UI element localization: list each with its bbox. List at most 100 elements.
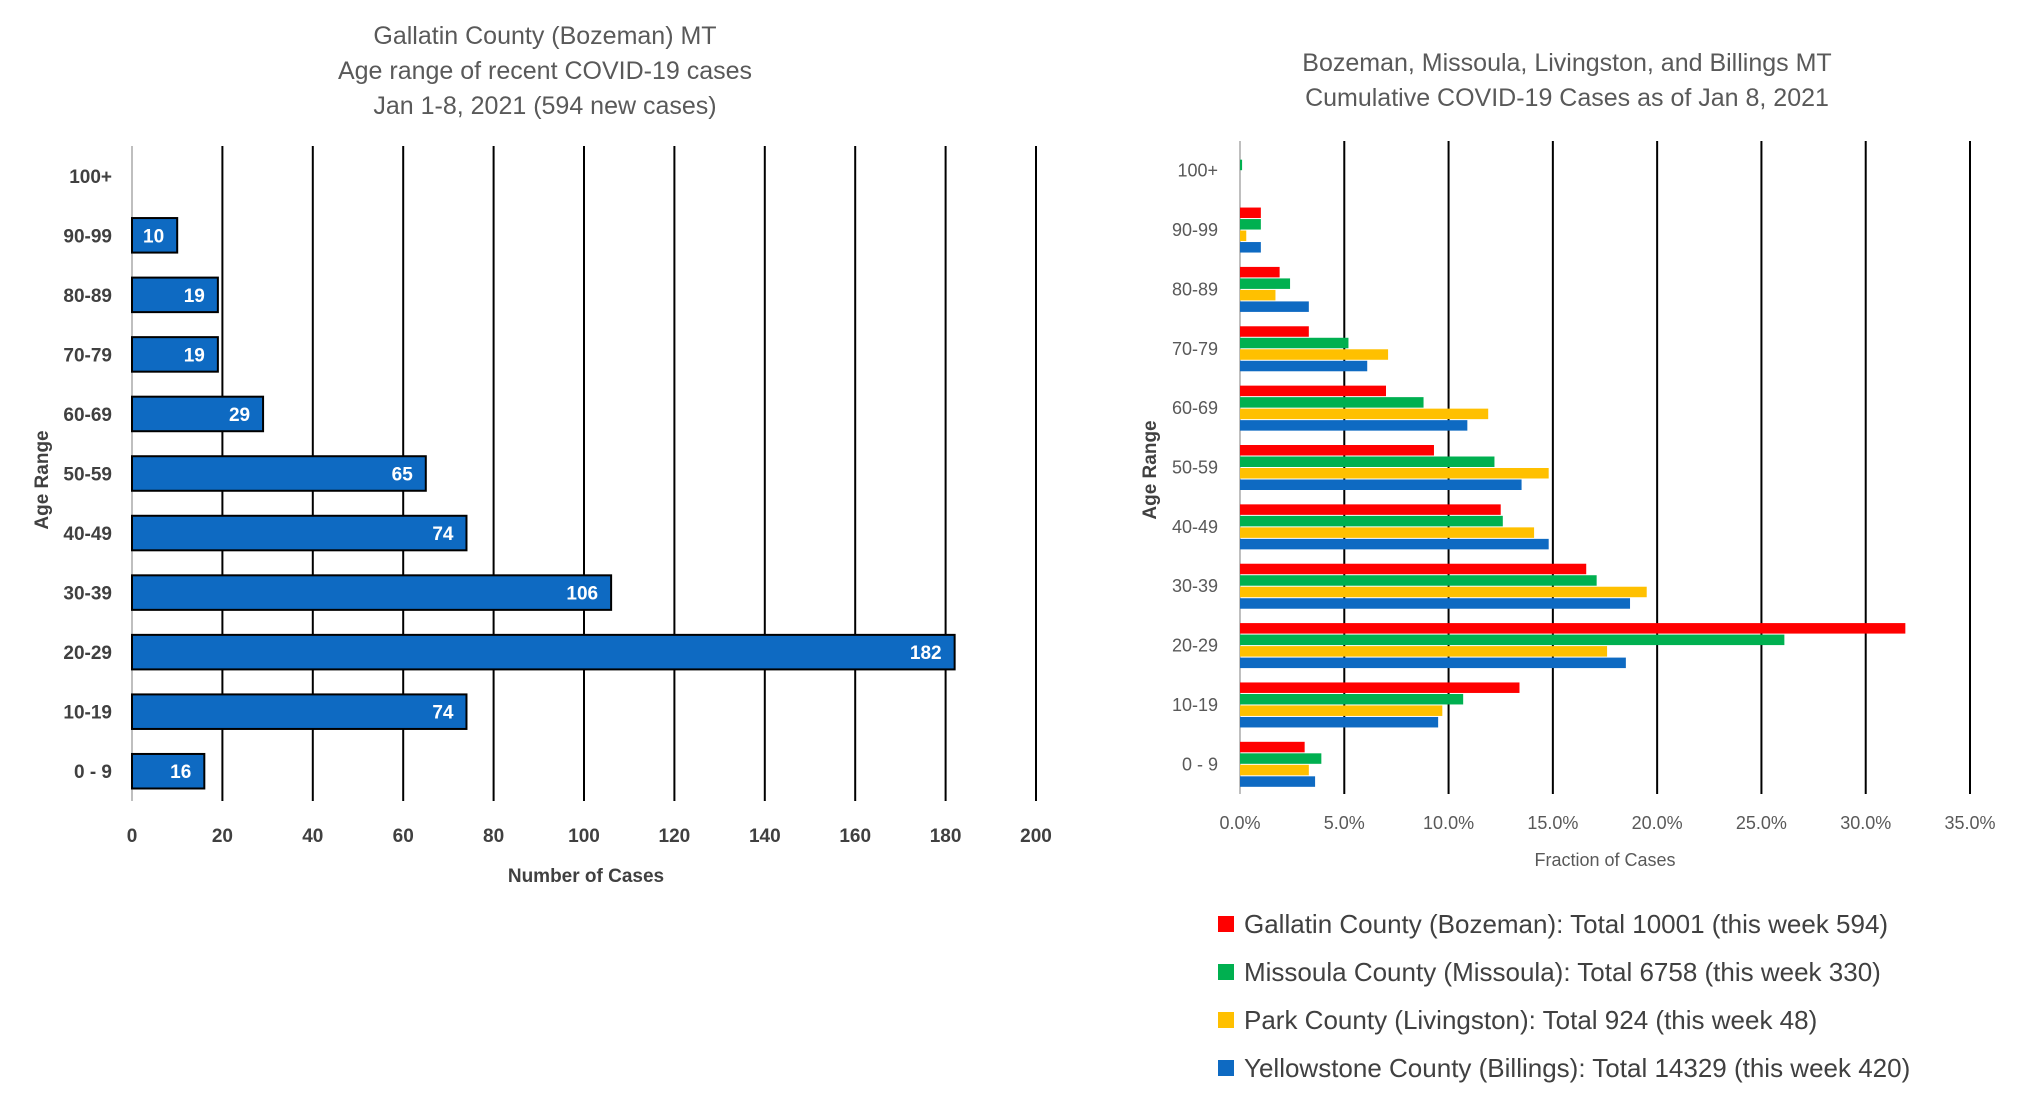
chart2-category-label: 20-29: [1172, 636, 1218, 656]
chart1-x-tick-label: 180: [930, 826, 962, 847]
chart1-data-label: 10: [143, 226, 164, 247]
chart1-x-tick-label: 100: [568, 826, 600, 847]
chart2-bar: [1240, 527, 1535, 538]
chart2-x-tick-label: 5.0%: [1324, 813, 1365, 833]
chart1-category-label: 50-59: [63, 465, 112, 486]
chart1-y-axis-title: Age Range: [32, 430, 53, 529]
chart1-x-tick-label: 160: [839, 826, 871, 847]
chart2-bar: [1240, 682, 1520, 693]
chart2-bar: [1240, 207, 1261, 219]
chart2-category-label: 10-19: [1172, 695, 1218, 715]
chart2-category-label: 70-79: [1172, 339, 1218, 359]
chart1-category-label: 100+: [69, 167, 112, 188]
chart1-bar: [131, 633, 956, 671]
chart2-bar: [1240, 575, 1597, 586]
chart2-x-tick-label: 10.0%: [1423, 813, 1474, 833]
chart2-bar: [1240, 337, 1349, 349]
chart2-bar: [1240, 301, 1309, 312]
chart1-x-tick-label: 120: [659, 826, 691, 847]
chart1-data-label: 19: [184, 286, 205, 307]
chart2-bar: [1240, 538, 1549, 550]
chart2-bar: [1240, 563, 1587, 575]
chart2-bar: [1240, 741, 1305, 753]
chart2-bar: [1240, 705, 1443, 716]
chart2-bar: [1240, 634, 1785, 646]
chart2-bar: [1240, 326, 1309, 337]
chart2-bar: [1240, 385, 1386, 397]
chart-legend: Gallatin County (Bozeman): Total 10001 (…: [1218, 900, 1910, 1092]
legend-item: Gallatin County (Bozeman): Total 10001 (…: [1218, 900, 1910, 948]
chart1-category-label: 30-39: [63, 584, 112, 605]
chart2-category-label: 50-59: [1172, 458, 1218, 478]
chart2-y-axis-title: Age Range: [1140, 420, 1161, 519]
chart1-category-label: 80-89: [63, 286, 112, 307]
chart2-title-line: Cumulative COVID-19 Cases as of Jan 8, 2…: [1305, 84, 1829, 112]
chart1-bar: [131, 276, 219, 314]
chart2-x-axis-title: Fraction of Cases: [1534, 850, 1675, 870]
chart1-bar: [131, 395, 265, 433]
chart1-bar: [131, 752, 206, 790]
legend-swatch: [1218, 964, 1234, 980]
chart1-x-tick-label: 200: [1020, 826, 1052, 847]
chart1-bar: [131, 693, 468, 730]
chart1-x-tick-label: 80: [483, 826, 504, 847]
chart2-bar: [1240, 278, 1291, 289]
chart2-title-line: Bozeman, Missoula, Livingston, and Billi…: [1302, 49, 1831, 77]
chart2-bar: [1240, 646, 1608, 657]
chart1-category-label: 40-49: [63, 524, 112, 545]
legend-label: Yellowstone County (Billings): Total 143…: [1244, 1052, 1911, 1083]
chart2-bar: [1240, 479, 1522, 490]
chart2-bar: [1240, 242, 1261, 253]
chart1-bar: [131, 514, 468, 552]
chart2-bar: [1240, 586, 1647, 598]
chart2-bar: [1240, 515, 1503, 527]
chart1-title-line: Gallatin County (Bozeman) MT: [373, 22, 716, 50]
legend-item: Missoula County (Missoula): Total 6758 (…: [1218, 948, 1910, 996]
chart1-x-tick-label: 60: [393, 826, 414, 847]
chart2-x-tick-label: 25.0%: [1736, 813, 1787, 833]
legend-label: Missoula County (Missoula): Total 6758 (…: [1244, 956, 1881, 987]
legend-swatch: [1218, 1060, 1234, 1076]
chart1-title-line: Jan 1-8, 2021 (594 new cases): [373, 92, 716, 120]
cumulative-cases-chart: Bozeman, Missoula, Livingston, and Billi…: [1140, 49, 1996, 870]
chart1-data-label: 106: [566, 584, 598, 605]
chart2-bar: [1240, 598, 1631, 609]
chart2-bar: [1240, 289, 1276, 301]
chart1-bar: [131, 336, 219, 373]
chart1-category-label: 10-19: [63, 703, 112, 724]
chart1-bar: [131, 217, 179, 254]
chart2-category-label: 40-49: [1172, 517, 1218, 537]
chart2-bar: [1240, 397, 1424, 408]
chart2-bar: [1240, 504, 1501, 515]
chart2-bar: [1240, 657, 1626, 669]
age-range-recent-cases-chart: Gallatin County (Bozeman) MT Age range of…: [32, 22, 1052, 887]
chart2-bar: [1240, 159, 1243, 171]
chart1-x-tick-label: 40: [302, 826, 323, 847]
chart2-bar: [1240, 764, 1309, 776]
chart1-data-label: 74: [432, 524, 454, 545]
chart1-data-label: 182: [910, 643, 942, 664]
chart2-bar: [1240, 456, 1495, 467]
chart1-data-label: 74: [432, 703, 454, 724]
chart2-bar: [1240, 230, 1247, 242]
chart2-bar: [1240, 420, 1468, 431]
chart1-data-label: 65: [392, 465, 414, 486]
chart2-bar: [1240, 776, 1316, 787]
chart2-x-tick-label: 15.0%: [1527, 813, 1578, 833]
chart2-category-label: 100+: [1177, 161, 1218, 181]
chart2-bar: [1240, 468, 1549, 479]
chart1-data-label: 16: [170, 762, 191, 783]
legend-label: Park County (Livingston): Total 924 (thi…: [1244, 1004, 1818, 1035]
chart2-category-label: 60-69: [1172, 398, 1218, 418]
chart2-bar: [1240, 445, 1434, 456]
chart1-bar: [131, 574, 613, 611]
chart2-category-label: 30-39: [1172, 576, 1218, 596]
chart1-data-label: 29: [229, 405, 250, 426]
chart2-x-tick-label: 35.0%: [1944, 813, 1995, 833]
legend-item: Yellowstone County (Billings): Total 143…: [1218, 1044, 1910, 1092]
chart2-category-label: 0 - 9: [1182, 754, 1218, 774]
chart2-x-tick-label: 20.0%: [1632, 813, 1683, 833]
legend-swatch: [1218, 916, 1234, 932]
chart1-category-label: 70-79: [63, 345, 112, 366]
